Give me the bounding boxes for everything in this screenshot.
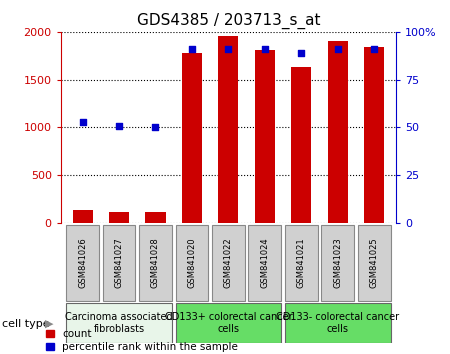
Point [116, 123, 123, 129]
Bar [291, 67, 311, 223]
Point [225, 46, 232, 52]
Point [189, 46, 196, 52]
Text: CD133+ colorectal cancer
cells: CD133+ colorectal cancer cells [165, 312, 292, 334]
Text: cell type: cell type [2, 319, 50, 329]
Bar [212, 225, 245, 301]
Bar [139, 225, 172, 301]
Text: GSM841020: GSM841020 [188, 238, 197, 288]
Point [152, 125, 159, 130]
Text: GSM841021: GSM841021 [297, 238, 306, 288]
Bar [72, 210, 93, 223]
Bar [66, 225, 99, 301]
Point [334, 46, 341, 52]
Text: GSM841026: GSM841026 [78, 238, 87, 288]
Bar [328, 41, 348, 223]
Text: GSM841027: GSM841027 [115, 238, 124, 288]
Bar [66, 303, 172, 343]
Bar [321, 225, 354, 301]
Bar [285, 303, 391, 343]
Text: ▶: ▶ [45, 319, 54, 329]
Point [261, 46, 268, 52]
Bar [176, 303, 281, 343]
Bar [109, 212, 129, 223]
Text: GSM841023: GSM841023 [333, 238, 342, 288]
Point [370, 46, 378, 52]
Bar [358, 225, 391, 301]
Text: CD133- colorectal cancer
cells: CD133- colorectal cancer cells [276, 312, 399, 334]
Bar [285, 225, 318, 301]
Legend: count, percentile rank within the sample: count, percentile rank within the sample [46, 329, 238, 352]
Text: GSM841022: GSM841022 [224, 238, 233, 288]
Bar [364, 47, 384, 223]
Point [297, 50, 305, 56]
Bar [248, 225, 281, 301]
Bar [218, 36, 239, 223]
Bar [255, 50, 275, 223]
Bar [103, 225, 135, 301]
Text: Carcinoma associated
fibroblasts: Carcinoma associated fibroblasts [65, 312, 173, 334]
Title: GDS4385 / 203713_s_at: GDS4385 / 203713_s_at [137, 13, 320, 29]
Bar [145, 212, 166, 223]
Point [79, 119, 86, 125]
Text: GSM841028: GSM841028 [151, 238, 160, 288]
Text: GSM841025: GSM841025 [369, 238, 378, 288]
Bar [176, 225, 208, 301]
Text: GSM841024: GSM841024 [260, 238, 269, 288]
Bar [182, 53, 202, 223]
